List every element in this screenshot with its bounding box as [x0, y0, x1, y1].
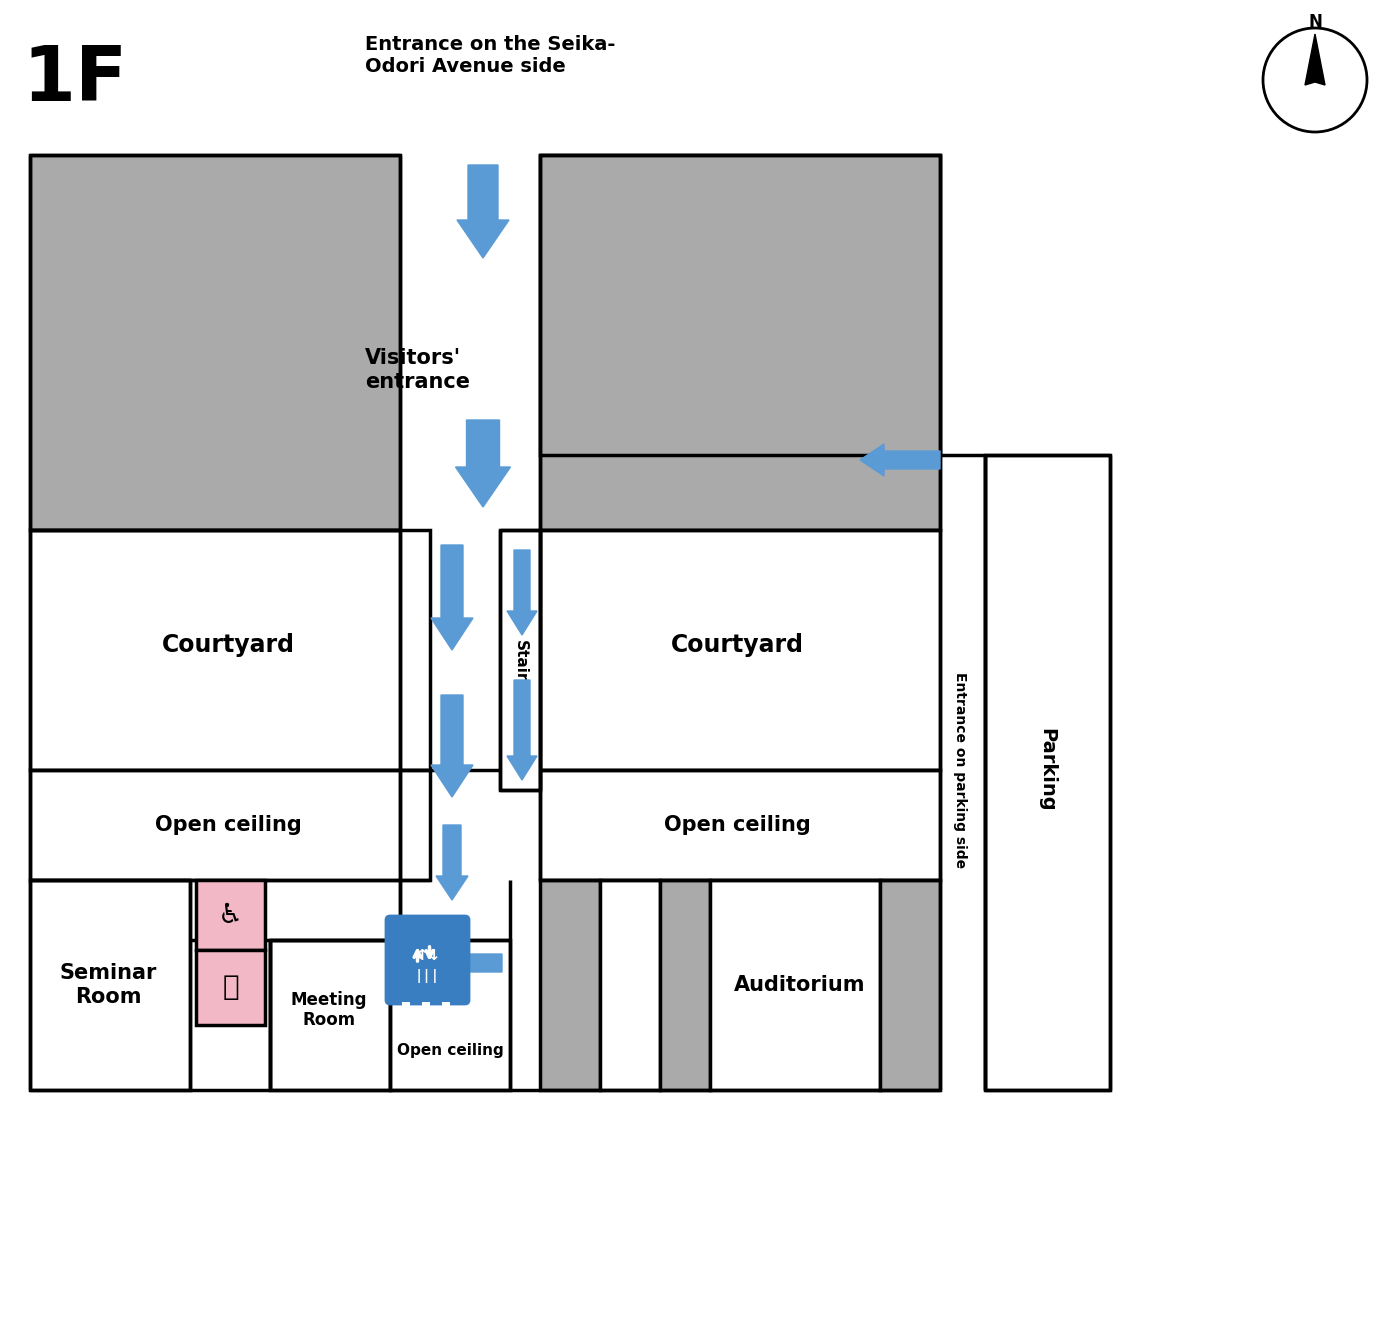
FancyArrow shape	[457, 165, 509, 258]
Bar	[541, 880, 599, 1090]
Text: ↑↓: ↑↓	[415, 948, 440, 962]
Bar	[29, 154, 400, 530]
Bar	[541, 154, 940, 455]
Text: Auditorium: Auditorium	[735, 976, 866, 996]
Bar	[29, 880, 190, 1090]
FancyArrow shape	[861, 445, 940, 476]
Bar	[500, 530, 541, 791]
Text: |||: |||	[415, 969, 440, 984]
Bar	[541, 530, 940, 771]
FancyBboxPatch shape	[386, 916, 469, 1004]
Text: Open ceiling: Open ceiling	[155, 815, 302, 835]
Bar	[710, 880, 880, 1090]
Bar	[402, 1002, 409, 1020]
Text: Stairs: Stairs	[513, 640, 528, 691]
FancyArrow shape	[436, 825, 468, 900]
Bar	[196, 880, 265, 950]
Circle shape	[1263, 28, 1368, 132]
Text: Seminar
Room: Seminar Room	[59, 964, 156, 1006]
Text: Entrance on the Seika-
Odori Avenue side: Entrance on the Seika- Odori Avenue side	[365, 35, 615, 76]
Bar	[196, 950, 265, 1025]
Polygon shape	[1305, 35, 1324, 85]
Bar	[29, 530, 430, 771]
Circle shape	[441, 1017, 451, 1028]
Circle shape	[401, 1017, 411, 1028]
Text: Open ceiling: Open ceiling	[664, 815, 810, 835]
Bar	[29, 771, 430, 880]
Text: Meeting
Room: Meeting Room	[291, 990, 367, 1029]
Text: Entrance on parking side: Entrance on parking side	[953, 672, 967, 868]
Bar	[422, 1002, 430, 1020]
FancyArrow shape	[507, 680, 536, 780]
Bar	[390, 940, 510, 1090]
Bar	[880, 880, 940, 1090]
Circle shape	[420, 1017, 432, 1028]
Text: Visitors'
entrance: Visitors' entrance	[365, 349, 469, 391]
FancyArrow shape	[430, 946, 502, 980]
Text: Parking: Parking	[1038, 728, 1056, 812]
Bar	[659, 880, 710, 1090]
Text: Courtyard: Courtyard	[671, 634, 803, 658]
FancyArrow shape	[455, 421, 510, 507]
Text: N: N	[1308, 13, 1322, 31]
Text: 1F: 1F	[22, 43, 127, 117]
Bar	[599, 880, 659, 1090]
Text: Open ceiling: Open ceiling	[397, 1042, 503, 1058]
Bar	[985, 455, 1111, 1090]
Bar	[441, 1002, 450, 1020]
FancyArrow shape	[507, 550, 536, 635]
Text: Courtyard: Courtyard	[162, 634, 295, 658]
Bar	[541, 771, 940, 880]
Text: ♿: ♿	[218, 901, 243, 929]
FancyArrow shape	[432, 695, 474, 797]
Bar	[270, 940, 390, 1090]
FancyArrow shape	[432, 544, 474, 650]
Text: 🚻: 🚻	[222, 973, 239, 1001]
Bar	[541, 154, 940, 530]
